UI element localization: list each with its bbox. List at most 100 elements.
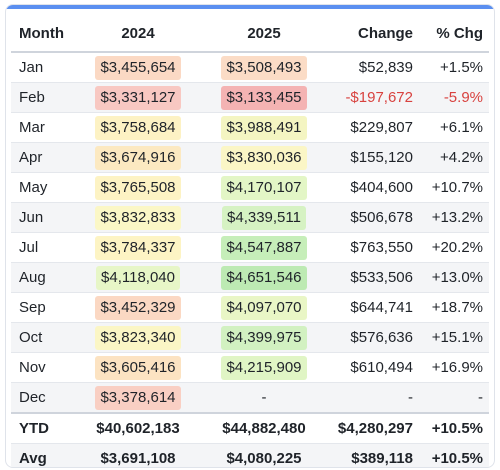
value-2025-pill: $4,339,511 <box>222 205 306 230</box>
column-header-month[interactable]: Month <box>11 16 75 53</box>
value-2025-cell: $4,215,909 <box>201 352 327 383</box>
table-row: Aug $4,118,040 $4,651,546 $533,506 +13.0% <box>11 262 489 293</box>
table-row: Oct $3,823,340 $4,399,975 $576,636 +15.1% <box>11 322 489 353</box>
value-2025-cell: $3,988,491 <box>201 112 327 143</box>
value-2025-cell: $3,133,455 <box>201 82 327 113</box>
value-2024-pill: $3,605,416 <box>95 355 181 380</box>
month-cell: Mar <box>11 112 75 143</box>
table-row: Feb $3,331,127 $3,133,455 -$197,672 -5.9% <box>11 82 489 113</box>
column-header-pct-change[interactable]: % Chg <box>417 16 489 53</box>
value-2024-cell: $3,823,340 <box>75 322 201 353</box>
value-2025-pill: $4,215,909 <box>221 355 307 380</box>
total-2024: $3,691,108 <box>75 443 201 467</box>
pct-change-cell: - <box>417 382 489 414</box>
change-cell: $576,636 <box>327 322 417 353</box>
ytd-total-row: YTD $40,602,183 $44,882,480 $4,280,297 +10.5… <box>11 412 489 444</box>
total-change: $4,280,297 <box>327 412 417 444</box>
value-2025-cell: - <box>201 382 327 414</box>
month-cell: Nov <box>11 352 75 383</box>
month-cell: Apr <box>11 142 75 173</box>
value-2025-pill: $3,830,036 <box>221 145 307 170</box>
column-header-2025[interactable]: 2025 <box>201 16 327 53</box>
value-2024-pill: $3,452,329 <box>95 295 181 320</box>
month-cell: Feb <box>11 82 75 113</box>
value-2025-pill: $4,547,887 <box>221 235 307 260</box>
pct-change-cell: +1.5% <box>417 52 489 83</box>
table-row: Jul $3,784,337 $4,547,887 $763,550 +20.2% <box>11 232 489 263</box>
table-row: Nov $3,605,416 $4,215,909 $610,494 +16.9% <box>11 352 489 383</box>
value-2025-pill: $3,508,493 <box>221 55 307 80</box>
value-2025-pill: $3,133,455 <box>221 85 307 110</box>
change-cell: -$197,672 <box>327 82 417 113</box>
pct-change-cell: +15.1% <box>417 322 489 353</box>
value-2024-pill: $3,832,833 <box>95 205 181 230</box>
value-2024-cell: $3,832,833 <box>75 202 201 233</box>
value-2025-pill: $4,097,070 <box>221 295 307 320</box>
month-cell: Jan <box>11 52 75 83</box>
average-row: Avg $3,691,108 $4,080,225 $389,118 +10.5% <box>11 443 489 467</box>
pct-change-cell: +13.2% <box>417 202 489 233</box>
revenue-table-panel: Month 2024 2025 Change % Chg Jan $3,455,6… <box>5 4 495 468</box>
change-cell: $533,506 <box>327 262 417 293</box>
value-2024-cell: $3,455,654 <box>75 52 201 83</box>
total-pct-change: +10.5% <box>417 443 489 467</box>
value-2024-pill: $3,758,684 <box>95 115 181 140</box>
value-2024-pill: $3,455,654 <box>95 55 181 80</box>
month-cell: May <box>11 172 75 203</box>
value-2024-cell: $3,378,614 <box>75 382 201 414</box>
value-2024-cell: $3,331,127 <box>75 82 201 113</box>
value-2024-pill: $3,378,614 <box>95 385 181 410</box>
value-2025-pill: $3,988,491 <box>221 115 307 140</box>
pct-change-cell: +16.9% <box>417 352 489 383</box>
value-2025-cell: $4,339,511 <box>201 202 327 233</box>
value-2024-pill: $4,118,040 <box>96 265 180 290</box>
month-cell: Sep <box>11 292 75 323</box>
change-cell: $763,550 <box>327 232 417 263</box>
value-2025-cell: $4,651,546 <box>201 262 327 293</box>
month-cell: Jun <box>11 202 75 233</box>
month-cell: Dec <box>11 382 75 414</box>
value-2024-pill: $3,331,127 <box>95 85 181 110</box>
table-row: Dec $3,378,614- - - <box>11 382 489 414</box>
change-cell: - <box>327 382 417 414</box>
table-row: Jun $3,832,833 $4,339,511 $506,678 +13.2% <box>11 202 489 233</box>
month-cell: Oct <box>11 322 75 353</box>
value-2024-cell: $3,674,916 <box>75 142 201 173</box>
value-2024-cell: $4,118,040 <box>75 262 201 293</box>
value-2024-cell: $3,784,337 <box>75 232 201 263</box>
value-2024-cell: $3,765,508 <box>75 172 201 203</box>
pct-change-cell: +10.7% <box>417 172 489 203</box>
total-2024: $40,602,183 <box>75 412 201 444</box>
value-2025-pill: $4,170,107 <box>221 175 307 200</box>
change-cell: $155,120 <box>327 142 417 173</box>
column-header-2024[interactable]: 2024 <box>75 16 201 53</box>
value-2025-cell: $3,508,493 <box>201 52 327 83</box>
total-2025: $4,080,225 <box>201 443 327 467</box>
pct-change-cell: +20.2% <box>417 232 489 263</box>
value-2024-cell: $3,452,329 <box>75 292 201 323</box>
total-change: $389,118 <box>327 443 417 467</box>
monthly-revenue-table: Month 2024 2025 Change % Chg Jan $3,455,6… <box>11 16 489 467</box>
value-2025-pill: $4,399,975 <box>221 325 307 350</box>
total-pct-change: +10.5% <box>417 412 489 444</box>
value-2025-cell: $4,170,107 <box>201 172 327 203</box>
change-cell: $52,839 <box>327 52 417 83</box>
pct-change-cell: -5.9% <box>417 82 489 113</box>
value-2024-cell: $3,758,684 <box>75 112 201 143</box>
table-row: Mar $3,758,684 $3,988,491 $229,807 +6.1% <box>11 112 489 143</box>
table-row: Apr $3,674,916 $3,830,036 $155,120 +4.2% <box>11 142 489 173</box>
column-header-change[interactable]: Change <box>327 16 417 53</box>
total-2025: $44,882,480 <box>201 412 327 444</box>
total-label: YTD <box>11 412 75 444</box>
change-cell: $506,678 <box>327 202 417 233</box>
value-2025-cell: $4,097,070 <box>201 292 327 323</box>
total-label: Avg <box>11 443 75 467</box>
month-cell: Aug <box>11 262 75 293</box>
change-cell: $610,494 <box>327 352 417 383</box>
value-2024-pill: $3,674,916 <box>95 145 181 170</box>
pct-change-cell: +4.2% <box>417 142 489 173</box>
value-2024-pill: $3,823,340 <box>95 325 181 350</box>
value-2025-cell: $3,830,036 <box>201 142 327 173</box>
table-row: Jan $3,455,654 $3,508,493 $52,839 +1.5% <box>11 52 489 83</box>
value-2025-cell: $4,399,975 <box>201 322 327 353</box>
